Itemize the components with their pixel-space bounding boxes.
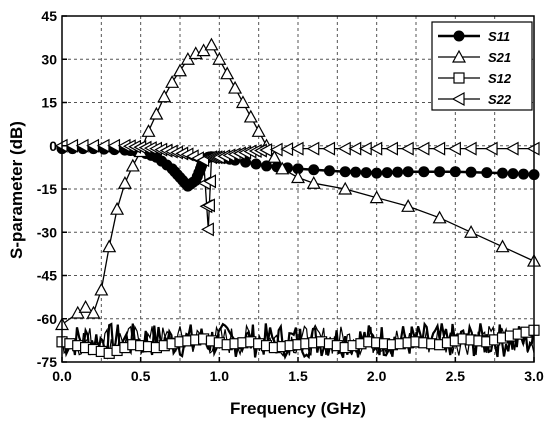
s21-marker — [212, 51, 227, 65]
s11-marker — [371, 167, 383, 179]
s21-marker — [251, 124, 266, 137]
s11-marker — [507, 168, 519, 180]
y-tick-label: -45 — [37, 268, 57, 284]
series-markers — [54, 37, 542, 359]
legend-s21-marker — [451, 49, 467, 63]
x-axis-label: Frequency (GHz) — [230, 399, 366, 418]
s21-marker — [204, 37, 219, 51]
s21-marker — [157, 89, 172, 103]
s22-marker — [322, 141, 336, 156]
s11-marker — [392, 166, 404, 178]
s21-marker — [78, 299, 93, 313]
s22-marker — [416, 141, 430, 156]
s11-marker — [434, 166, 446, 178]
legend: S11 S21 S12 S22 — [431, 21, 533, 111]
s21-marker — [110, 201, 125, 215]
y-tick-label: 0 — [49, 138, 57, 154]
s11-marker — [308, 164, 320, 176]
s22-marker — [201, 222, 214, 237]
s21-marker — [141, 124, 156, 137]
s22-marker — [505, 141, 519, 156]
legend-s11-marker — [453, 30, 465, 42]
s21-marker — [369, 190, 384, 204]
y-tick-label: 15 — [41, 95, 57, 111]
s21-marker — [401, 199, 416, 212]
s21-marker — [165, 75, 180, 88]
s22-marker — [448, 141, 461, 156]
s11-marker — [323, 165, 335, 177]
legend-s12-label: S12 — [488, 71, 512, 86]
legend-s21-label: S21 — [488, 50, 511, 65]
s22-marker — [385, 141, 398, 156]
s22-marker — [400, 141, 414, 156]
x-tick-label: 0.5 — [131, 368, 151, 384]
y-tick-label: -30 — [37, 224, 57, 240]
s21-marker — [228, 80, 243, 94]
s21-marker — [267, 150, 282, 163]
s21-marker — [495, 239, 510, 253]
legend-s12-marker — [453, 72, 465, 84]
s11-marker — [250, 158, 262, 170]
s21-marker — [338, 181, 353, 195]
y-tick-label: -60 — [37, 311, 57, 327]
s21-marker — [149, 106, 164, 120]
s11-marker — [381, 167, 393, 179]
gridlines — [62, 16, 534, 362]
s22-marker — [369, 141, 383, 156]
x-tick-label: 0.0 — [52, 368, 72, 384]
x-tick-label: 2.5 — [446, 368, 466, 384]
s21-marker — [94, 282, 109, 296]
s21-marker — [172, 63, 188, 77]
s21-marker — [306, 175, 321, 189]
s21-marker — [117, 175, 132, 189]
s11-marker — [465, 166, 477, 178]
y-tick-label: -15 — [37, 181, 57, 197]
s22-marker — [280, 142, 294, 157]
s21-marker — [235, 95, 250, 109]
s21-marker — [243, 109, 258, 123]
s22-marker — [203, 174, 217, 189]
s21-marker — [102, 239, 117, 253]
s22-marker — [484, 141, 498, 156]
legend-s22-label: S22 — [488, 92, 512, 107]
y-tick-label: 45 — [41, 8, 57, 24]
x-tick-label: 1.0 — [210, 368, 230, 384]
s11-marker — [497, 167, 509, 179]
legend-s11-label: S11 — [488, 29, 510, 44]
s22-marker — [463, 141, 477, 156]
y-axis-label: S-parameter (dB) — [7, 121, 26, 259]
x-axis-ticks: 0.0 0.5 1.0 1.5 2.0 2.5 3.0 — [52, 357, 544, 384]
y-tick-label: 30 — [41, 51, 57, 67]
s21-marker — [220, 66, 235, 80]
s11-marker — [360, 167, 372, 179]
s22-marker — [432, 141, 446, 156]
s11-marker — [402, 166, 414, 178]
s22-marker — [290, 141, 304, 156]
x-tick-label: 2.0 — [367, 368, 387, 384]
s21-marker — [275, 161, 290, 175]
s11-marker — [518, 168, 530, 180]
s11-marker — [418, 166, 430, 178]
s21-marker — [290, 170, 306, 184]
s11-marker — [481, 167, 493, 179]
x-tick-label: 1.5 — [288, 368, 308, 384]
y-axis-ticks: -75 -60 -45 -30 -15 0 15 30 45 — [37, 8, 67, 370]
s22-marker — [306, 141, 320, 156]
s11-marker — [261, 160, 273, 172]
s21-marker — [125, 158, 140, 172]
s11-marker — [339, 166, 351, 178]
legend-s22-marker — [451, 91, 465, 107]
y-tick-label: -75 — [37, 354, 57, 370]
s22-marker — [202, 198, 215, 213]
s11-marker — [350, 166, 362, 178]
s21-marker — [432, 210, 447, 224]
s11-marker — [449, 166, 461, 178]
x-tick-label: 3.0 — [524, 368, 544, 384]
s21-marker — [86, 305, 101, 319]
s21-marker — [464, 224, 479, 238]
